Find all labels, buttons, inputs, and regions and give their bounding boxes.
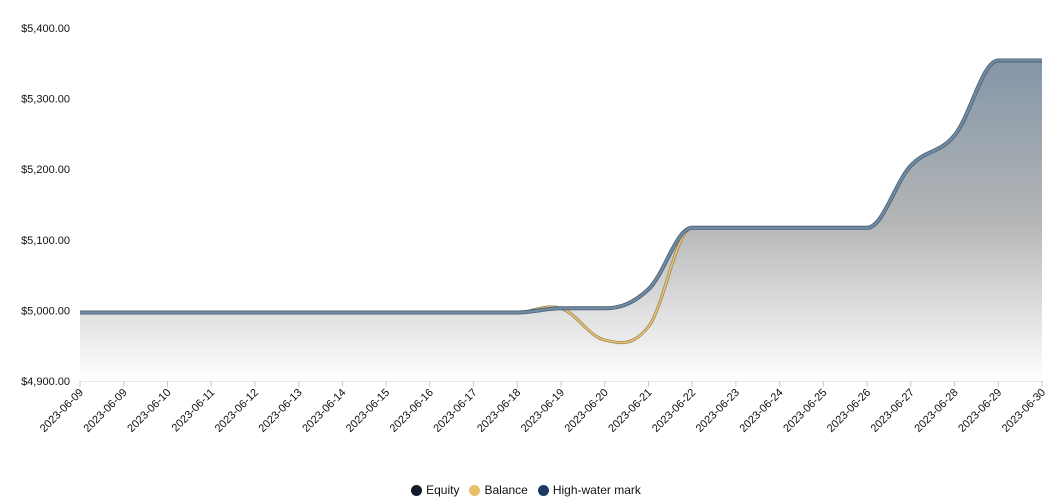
x-tick-label: 2023-06-12 — [213, 387, 261, 435]
equity-line — [79, 59, 1042, 314]
legend-dot-high-water-mark — [537, 484, 549, 496]
x-tick-label: 2023-06-10 — [125, 387, 173, 435]
x-tick-label: 2023-06-29 — [956, 387, 1004, 435]
x-tick-label: 2023-06-18 — [475, 387, 523, 435]
x-tick-label: 2023-06-25 — [781, 387, 829, 435]
y-tick-label: $5,100.00 — [21, 235, 70, 247]
legend-dot-balance — [469, 484, 481, 496]
y-tick-label: $5,200.00 — [21, 164, 70, 176]
legend-item-high-water-mark[interactable]: High-water mark — [537, 482, 641, 498]
x-tick-label: 2023-06-09 — [82, 387, 130, 435]
x-tick-label: 2023-06-16 — [388, 387, 436, 435]
x-tick-label: 2023-06-30 — [1000, 387, 1048, 435]
legend-item-equity[interactable]: Equity — [411, 482, 459, 498]
x-tick-label: 2023-06-28 — [912, 387, 960, 435]
x-tick-label: 2023-06-26 — [825, 387, 873, 435]
x-tick-label: 2023-06-15 — [344, 387, 392, 435]
x-axis: 2023-06-092023-06-092023-06-102023-06-11… — [38, 381, 1048, 435]
x-tick-label: 2023-06-11 — [170, 387, 218, 435]
legend-label-balance: Balance — [484, 483, 528, 497]
legend-label-high-water-mark: High-water mark — [552, 483, 641, 497]
y-axis: $4,900.00 $5,000.00 $5,100.00 $5,200.00 $5,3… — [21, 23, 70, 388]
legend-label-equity: Equity — [426, 483, 460, 497]
y-tick-label: $5,000.00 — [21, 305, 70, 317]
area-layer — [80, 60, 1042, 381]
x-tick-label: 2023-06-20 — [563, 387, 611, 435]
x-tick-label: 2023-06-14 — [300, 387, 348, 435]
y-tick-label: $4,900.00 — [21, 376, 70, 388]
x-tick-label: 2023-06-17 — [431, 387, 479, 435]
series-layer — [79, 58, 1042, 345]
x-tick-label: 2023-06-19 — [519, 387, 567, 435]
legend-dot-equity — [411, 484, 423, 496]
x-tick-label: 2023-06-09 — [38, 387, 86, 435]
y-tick-label: $5,400.00 — [21, 23, 70, 35]
x-tick-label: 2023-06-22 — [650, 387, 698, 435]
equity-area — [80, 60, 1042, 381]
x-tick-label: 2023-06-24 — [737, 387, 785, 435]
x-tick-label: 2023-06-23 — [694, 387, 742, 435]
y-tick-label: $5,300.00 — [21, 94, 70, 106]
legend: Equity Balance High-water mark — [0, 482, 1052, 498]
legend-item-balance[interactable]: Balance — [469, 482, 528, 498]
x-tick-label: 2023-06-27 — [869, 387, 917, 435]
x-tick-label: 2023-06-21 — [606, 387, 654, 435]
x-tick-label: 2023-06-13 — [256, 387, 304, 435]
